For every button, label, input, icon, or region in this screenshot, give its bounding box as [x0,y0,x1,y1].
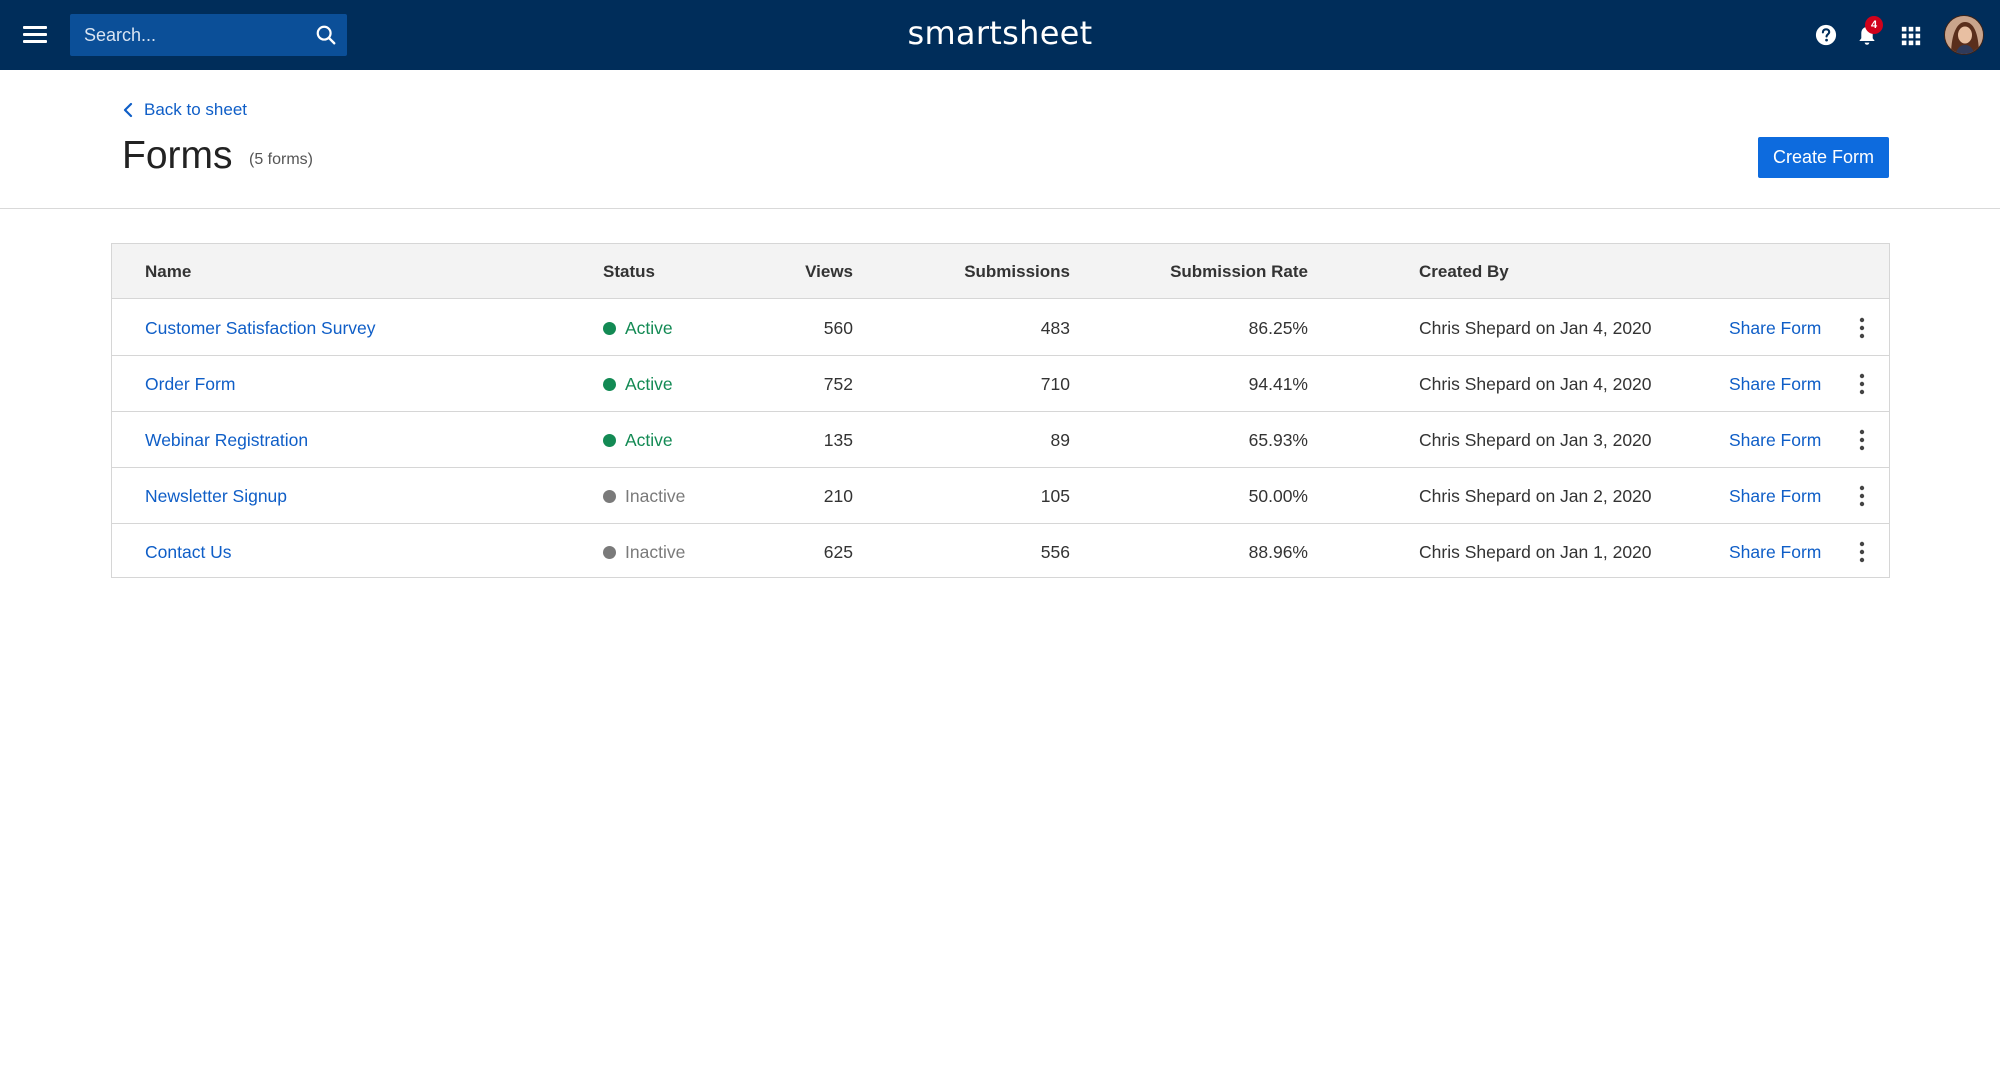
status-label: Active [625,430,673,450]
table-row: Newsletter Signup Inactive 210 105 50.00… [112,468,1889,524]
more-options-icon[interactable] [1852,484,1872,508]
help-icon[interactable] [1815,24,1837,46]
search-input[interactable] [70,14,300,56]
notifications-button[interactable]: 4 [1855,16,1887,50]
status-badge: Inactive [603,486,685,507]
status-label: Active [625,318,673,338]
page-title: Forms [122,134,233,177]
column-header-name[interactable]: Name [145,262,192,281]
column-header-status[interactable]: Status [603,262,655,281]
status-badge: Active [603,318,673,339]
views-value: 752 [823,374,853,394]
create-form-button[interactable]: Create Form [1758,137,1889,178]
status-label: Inactive [625,542,686,562]
submission-rate-value: 94.41% [1248,374,1308,394]
notification-count-badge: 4 [1865,16,1883,34]
search-icon[interactable] [315,24,337,46]
more-options-icon[interactable] [1852,316,1872,340]
header-divider [0,208,2000,209]
form-name-link[interactable]: Contact Us [145,542,232,562]
submissions-value: 556 [1040,542,1070,562]
status-badge: Active [603,430,673,451]
share-form-link[interactable]: Share Form [1729,430,1822,450]
column-header-submissions[interactable]: Submissions [964,262,1070,281]
share-form-link[interactable]: Share Form [1729,486,1822,506]
share-form-link[interactable]: Share Form [1729,318,1822,338]
more-options-icon[interactable] [1852,540,1872,564]
search-box [70,14,347,56]
more-options-icon[interactable] [1852,372,1872,396]
submission-rate-value: 88.96% [1248,542,1308,562]
submissions-value: 89 [1050,430,1070,450]
views-value: 560 [823,318,853,338]
more-options-icon[interactable] [1852,428,1872,452]
form-name-link[interactable]: Order Form [145,374,236,394]
app-launcher-grid-icon[interactable] [1900,25,1922,47]
back-to-sheet-link[interactable]: Back to sheet [122,98,247,122]
status-dot-icon [603,490,616,503]
column-header-views[interactable]: Views [805,262,853,281]
submissions-value: 710 [1040,374,1070,394]
form-name-link[interactable]: Customer Satisfaction Survey [145,318,376,338]
share-form-link[interactable]: Share Form [1729,542,1822,562]
column-header-created-by[interactable]: Created By [1419,262,1509,281]
table-row: Order Form Active 752 710 94.41% Chris S… [112,356,1889,412]
submission-rate-value: 50.00% [1248,486,1308,506]
status-label: Inactive [625,486,686,506]
top-navigation-bar: smartsheet 4 [0,0,2000,70]
submissions-value: 483 [1040,318,1070,338]
user-avatar[interactable] [1944,15,1984,55]
form-count: (5 forms) [249,151,313,168]
status-dot-icon [603,322,616,335]
table-row: Webinar Registration Active 135 89 65.93… [112,412,1889,468]
status-badge: Inactive [603,542,685,563]
form-name-link[interactable]: Newsletter Signup [145,486,288,506]
back-to-sheet-label: Back to sheet [144,100,248,119]
status-dot-icon [603,434,616,447]
table-row: Contact Us Inactive 625 556 88.96% Chris… [112,524,1889,580]
created-by-value: Chris Shepard on Jan 3, 2020 [1419,430,1652,450]
table-header-row: Name Status Views Submissions Submission… [112,244,1889,299]
views-value: 135 [823,430,853,450]
views-value: 625 [823,542,853,562]
status-dot-icon [603,546,616,559]
created-by-value: Chris Shepard on Jan 1, 2020 [1419,542,1652,562]
forms-table: Name Status Views Submissions Submission… [111,243,1890,578]
created-by-value: Chris Shepard on Jan 4, 2020 [1419,318,1652,338]
status-dot-icon [603,378,616,391]
created-by-value: Chris Shepard on Jan 2, 2020 [1419,486,1652,506]
user-photo-icon [1945,16,1983,54]
hamburger-menu-icon[interactable] [20,20,50,50]
table-row: Customer Satisfaction Survey Active 560 … [112,300,1889,356]
chevron-left-icon [123,102,133,118]
column-header-submission-rate[interactable]: Submission Rate [1170,262,1308,281]
views-value: 210 [823,486,853,506]
form-name-link[interactable]: Webinar Registration [145,430,309,450]
share-form-link[interactable]: Share Form [1729,374,1822,394]
status-label: Active [625,374,673,394]
created-by-value: Chris Shepard on Jan 4, 2020 [1419,374,1652,394]
submission-rate-value: 65.93% [1248,430,1308,450]
submissions-value: 105 [1040,486,1070,506]
status-badge: Active [603,374,673,395]
submission-rate-value: 86.25% [1248,318,1308,338]
